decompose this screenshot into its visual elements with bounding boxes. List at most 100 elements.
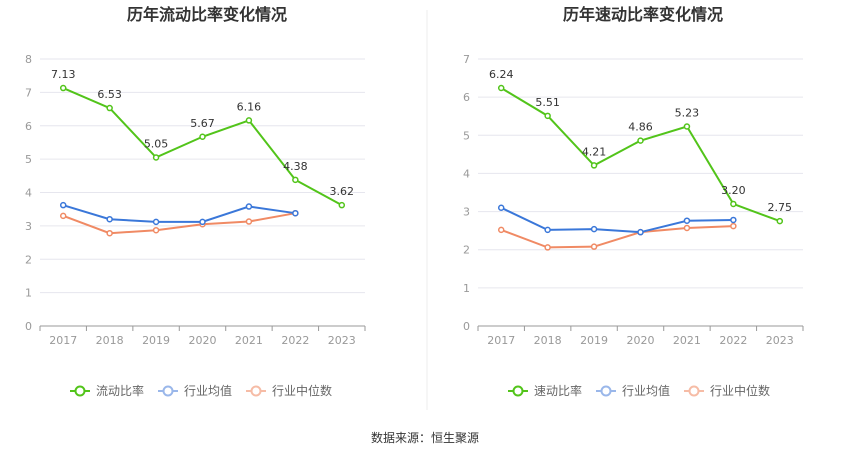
y-tick-label: 0	[25, 320, 32, 333]
data-point	[544, 244, 551, 251]
data-point	[776, 217, 784, 225]
data-point	[637, 137, 644, 144]
legend-label: 行业中位数	[710, 383, 770, 398]
data-point	[497, 84, 505, 92]
x-tick-label: 2017	[49, 334, 77, 347]
legend-label: 流动比率	[96, 383, 144, 398]
data-label: 2.75	[768, 201, 793, 214]
data-point	[730, 222, 737, 230]
legend-marker	[688, 385, 700, 397]
data-label: 5.67	[190, 117, 215, 130]
data-label: 7.13	[51, 68, 76, 81]
data-point	[544, 112, 551, 120]
legend-label: 速动比率	[534, 383, 582, 398]
data-point	[338, 201, 346, 209]
y-tick-label: 2	[463, 244, 470, 257]
y-tick-label: 7	[25, 86, 32, 99]
data-point	[245, 218, 253, 225]
data-point	[544, 226, 551, 234]
x-tick-label: 2023	[766, 334, 794, 347]
data-label: 4.38	[283, 160, 308, 173]
x-tick-label: 2022	[281, 334, 309, 347]
data-point	[637, 228, 644, 236]
y-tick-label: 0	[463, 320, 470, 333]
series-line	[62, 204, 296, 223]
data-point	[59, 212, 67, 220]
data-point	[590, 162, 598, 169]
x-tick-label: 2021	[673, 334, 701, 347]
data-label: 5.05	[144, 137, 169, 150]
source-text: 数据来源：恒生聚源	[371, 430, 479, 445]
x-tick-label: 2020	[627, 334, 655, 347]
series-line	[500, 225, 734, 249]
legend-label: 行业均值	[184, 383, 232, 398]
data-label: 5.23	[675, 107, 700, 120]
data-point	[730, 200, 737, 208]
data-point	[497, 204, 505, 212]
data-point	[245, 117, 253, 124]
y-tick-label: 1	[463, 282, 470, 295]
y-tick-label: 3	[25, 220, 32, 233]
y-tick-label: 4	[463, 167, 470, 180]
y-tick-label: 5	[25, 153, 32, 166]
data-label: 3.20	[721, 184, 746, 197]
legend-marker	[600, 385, 612, 397]
data-point	[106, 104, 113, 112]
chart-title: 历年流动比率变化情况	[127, 5, 287, 24]
data-point	[497, 226, 505, 234]
data-point	[683, 217, 691, 224]
data-label: 4.86	[628, 121, 653, 134]
data-point	[59, 201, 67, 209]
chart-current-ratio: 历年流动比率变化情况 0 1 2 3 4 5 6 7 8 2017 2018 2019 2020 2021 2…	[25, 5, 366, 398]
x-tick-label: 2019	[580, 334, 608, 347]
data-label: 6.16	[237, 100, 262, 113]
y-tick-label: 6	[25, 120, 32, 133]
y-tick-label: 4	[25, 187, 32, 200]
y-tick-label: 5	[463, 129, 470, 142]
data-point	[59, 84, 67, 92]
y-tick-label: 7	[463, 53, 470, 66]
y-tick-label: 3	[463, 206, 470, 219]
y-tick-label: 2	[25, 253, 32, 266]
x-tick-label: 2018	[96, 334, 124, 347]
x-tick-label: 2021	[235, 334, 263, 347]
data-point	[683, 224, 691, 232]
data-point	[292, 176, 299, 184]
data-label: 5.51	[535, 96, 560, 109]
chart-title: 历年速动比率变化情况	[563, 5, 723, 24]
data-point	[106, 215, 113, 223]
legend-marker	[74, 385, 86, 397]
legend-marker	[250, 385, 262, 397]
data-label: 4.21	[582, 145, 607, 158]
x-tick-label: 2022	[719, 334, 747, 347]
data-point	[152, 218, 160, 226]
legend-marker	[162, 385, 174, 397]
data-point	[199, 133, 206, 141]
data-point	[152, 154, 160, 161]
data-point	[683, 123, 691, 130]
x-tick-label: 2023	[328, 334, 356, 347]
data-label: 6.24	[489, 68, 514, 81]
data-label: 3.62	[330, 185, 355, 198]
series-line	[500, 206, 734, 234]
x-tick-label: 2018	[534, 334, 562, 347]
legend-label: 行业均值	[622, 383, 670, 398]
legend-label: 行业中位数	[272, 383, 332, 398]
data-point	[199, 218, 206, 226]
y-tick-label: 1	[25, 287, 32, 300]
series-line	[62, 212, 296, 235]
x-tick-label: 2020	[189, 334, 217, 347]
data-point	[590, 243, 598, 250]
y-tick-label: 8	[25, 53, 32, 66]
data-label: 6.53	[97, 88, 122, 101]
data-point	[292, 209, 299, 217]
legend-marker	[512, 385, 524, 397]
data-point	[590, 225, 598, 233]
data-point	[152, 226, 160, 234]
data-point	[730, 216, 737, 224]
series-line	[62, 87, 343, 207]
data-point	[106, 229, 113, 237]
x-tick-label: 2017	[487, 334, 515, 347]
y-tick-label: 6	[463, 91, 470, 104]
